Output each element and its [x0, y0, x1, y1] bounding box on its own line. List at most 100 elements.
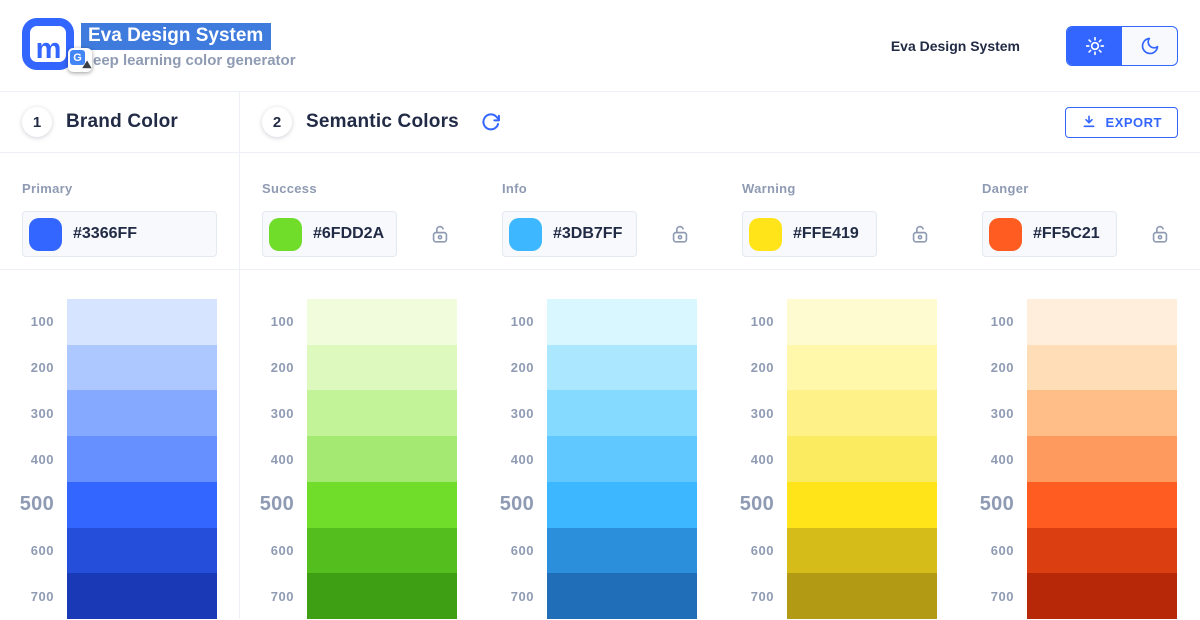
warning-step-label-500: 500 [739, 493, 774, 516]
danger-shade-500[interactable] [1027, 481, 1177, 528]
success-hex-input[interactable] [313, 225, 401, 243]
info-shade-700[interactable] [547, 573, 697, 619]
google-translate-icon[interactable]: G [68, 48, 94, 73]
success-scale-steps: 100 200 300 400 500 600 700 [240, 299, 307, 619]
info-shade-400[interactable] [547, 436, 697, 482]
step-2-badge: 2 [262, 107, 292, 137]
warning-shade-600[interactable] [787, 527, 937, 574]
dark-mode-button[interactable] [1122, 27, 1177, 65]
danger-shade-100[interactable] [1027, 299, 1177, 345]
danger-shade-700[interactable] [1027, 573, 1177, 619]
primary-step-label-100: 100 [30, 314, 54, 330]
danger-scale-column: 100 200 300 400 500 600 700 [960, 270, 1200, 619]
danger-scale-bands [1027, 299, 1177, 619]
info-step-label-300: 300 [510, 405, 534, 421]
warning-step-label-600: 600 [750, 542, 774, 558]
success-shade-600[interactable] [307, 527, 457, 574]
download-icon [1083, 115, 1094, 128]
danger-color-group: Danger [960, 153, 1200, 269]
danger-shade-400[interactable] [1027, 436, 1177, 482]
app-subtitle: eep learning color generator [93, 51, 296, 69]
danger-hex-field [982, 211, 1121, 257]
app-title: Eva Design System [81, 22, 272, 50]
unlock-icon [432, 225, 448, 243]
info-shade-100[interactable] [547, 299, 697, 345]
success-lock-button[interactable] [427, 221, 453, 247]
primary-step-label-400: 400 [30, 451, 54, 467]
primary-scale-bands [67, 299, 217, 619]
success-step-label-100: 100 [270, 314, 294, 330]
export-button[interactable]: EXPORT [1064, 106, 1178, 138]
success-step-label-200: 200 [270, 360, 294, 376]
danger-lock-button[interactable] [1147, 221, 1173, 247]
primary-shade-200[interactable] [67, 344, 217, 391]
primary-shade-700[interactable] [67, 573, 217, 619]
warning-shade-500[interactable] [787, 481, 937, 528]
success-step-label-500: 500 [259, 493, 294, 516]
info-scale-steps: 100 200 300 400 500 600 700 [480, 299, 547, 619]
warning-shade-700[interactable] [787, 573, 937, 619]
success-step-label-600: 600 [270, 542, 294, 558]
primary-shade-500[interactable] [67, 481, 217, 528]
danger-hex-input[interactable] [1033, 225, 1121, 243]
warning-shade-200[interactable] [787, 344, 937, 391]
info-step-label-200: 200 [510, 360, 534, 376]
success-step-label-400: 400 [270, 451, 294, 467]
success-shade-400[interactable] [307, 436, 457, 482]
danger-step-label-500: 500 [979, 493, 1014, 516]
danger-step-label-600: 600 [990, 542, 1014, 558]
primary-shade-100[interactable] [67, 299, 217, 345]
moon-icon [1141, 37, 1158, 54]
warning-scale-steps: 100 200 300 400 500 600 700 [720, 299, 787, 619]
success-color-swatch[interactable] [269, 217, 302, 251]
success-shade-500[interactable] [307, 481, 457, 528]
success-shade-200[interactable] [307, 344, 457, 391]
export-button-label: EXPORT [1105, 114, 1162, 130]
primary-step-label-600: 600 [30, 542, 54, 558]
danger-shade-600[interactable] [1027, 527, 1177, 574]
light-mode-button[interactable] [1067, 26, 1122, 65]
unlock-icon [672, 225, 688, 243]
info-color-swatch[interactable] [509, 217, 542, 251]
danger-scale-steps: 100 200 300 400 500 600 700 [960, 299, 1027, 619]
info-lock-button[interactable] [667, 221, 693, 247]
warning-hex-input[interactable] [793, 225, 881, 243]
info-color-group: Info [480, 153, 720, 269]
success-shade-300[interactable] [307, 390, 457, 437]
info-step-label-500: 500 [499, 493, 534, 516]
eva-logo-letter: m [35, 32, 62, 65]
info-shade-600[interactable] [547, 527, 697, 574]
primary-color-swatch[interactable] [29, 217, 62, 251]
primary-shade-600[interactable] [67, 527, 217, 574]
regenerate-button[interactable] [481, 112, 501, 132]
success-step-label-700: 700 [270, 588, 294, 604]
primary-scale-column: 100 200 300 400 500 600 700 [0, 270, 240, 619]
warning-shade-300[interactable] [787, 390, 937, 437]
success-color-group: Success [240, 153, 480, 269]
info-shade-500[interactable] [547, 481, 697, 528]
primary-scale-steps: 100 200 300 400 500 600 700 [0, 299, 67, 619]
primary-step-label-300: 300 [30, 405, 54, 421]
primary-hex-input[interactable] [73, 225, 161, 243]
unlock-icon [912, 225, 928, 243]
success-shade-100[interactable] [307, 299, 457, 345]
danger-shade-200[interactable] [1027, 344, 1177, 391]
info-step-label-400: 400 [510, 451, 534, 467]
eva-logo[interactable]: m [22, 17, 74, 70]
danger-color-swatch[interactable] [989, 217, 1022, 251]
success-hex-field [262, 211, 401, 257]
sun-icon [1085, 36, 1104, 55]
semantic-colors-title: Semantic Colors [306, 111, 459, 132]
warning-lock-button[interactable] [907, 221, 933, 247]
title-block: Eva Design System eep learning color gen… [81, 22, 296, 69]
danger-shade-300[interactable] [1027, 390, 1177, 437]
warning-shade-400[interactable] [787, 436, 937, 482]
info-hex-input[interactable] [553, 225, 641, 243]
info-shade-200[interactable] [547, 344, 697, 391]
primary-shade-300[interactable] [67, 390, 217, 437]
info-shade-300[interactable] [547, 390, 697, 437]
warning-color-swatch[interactable] [749, 217, 782, 251]
primary-shade-400[interactable] [67, 436, 217, 482]
warning-shade-100[interactable] [787, 299, 937, 345]
success-shade-700[interactable] [307, 573, 457, 619]
